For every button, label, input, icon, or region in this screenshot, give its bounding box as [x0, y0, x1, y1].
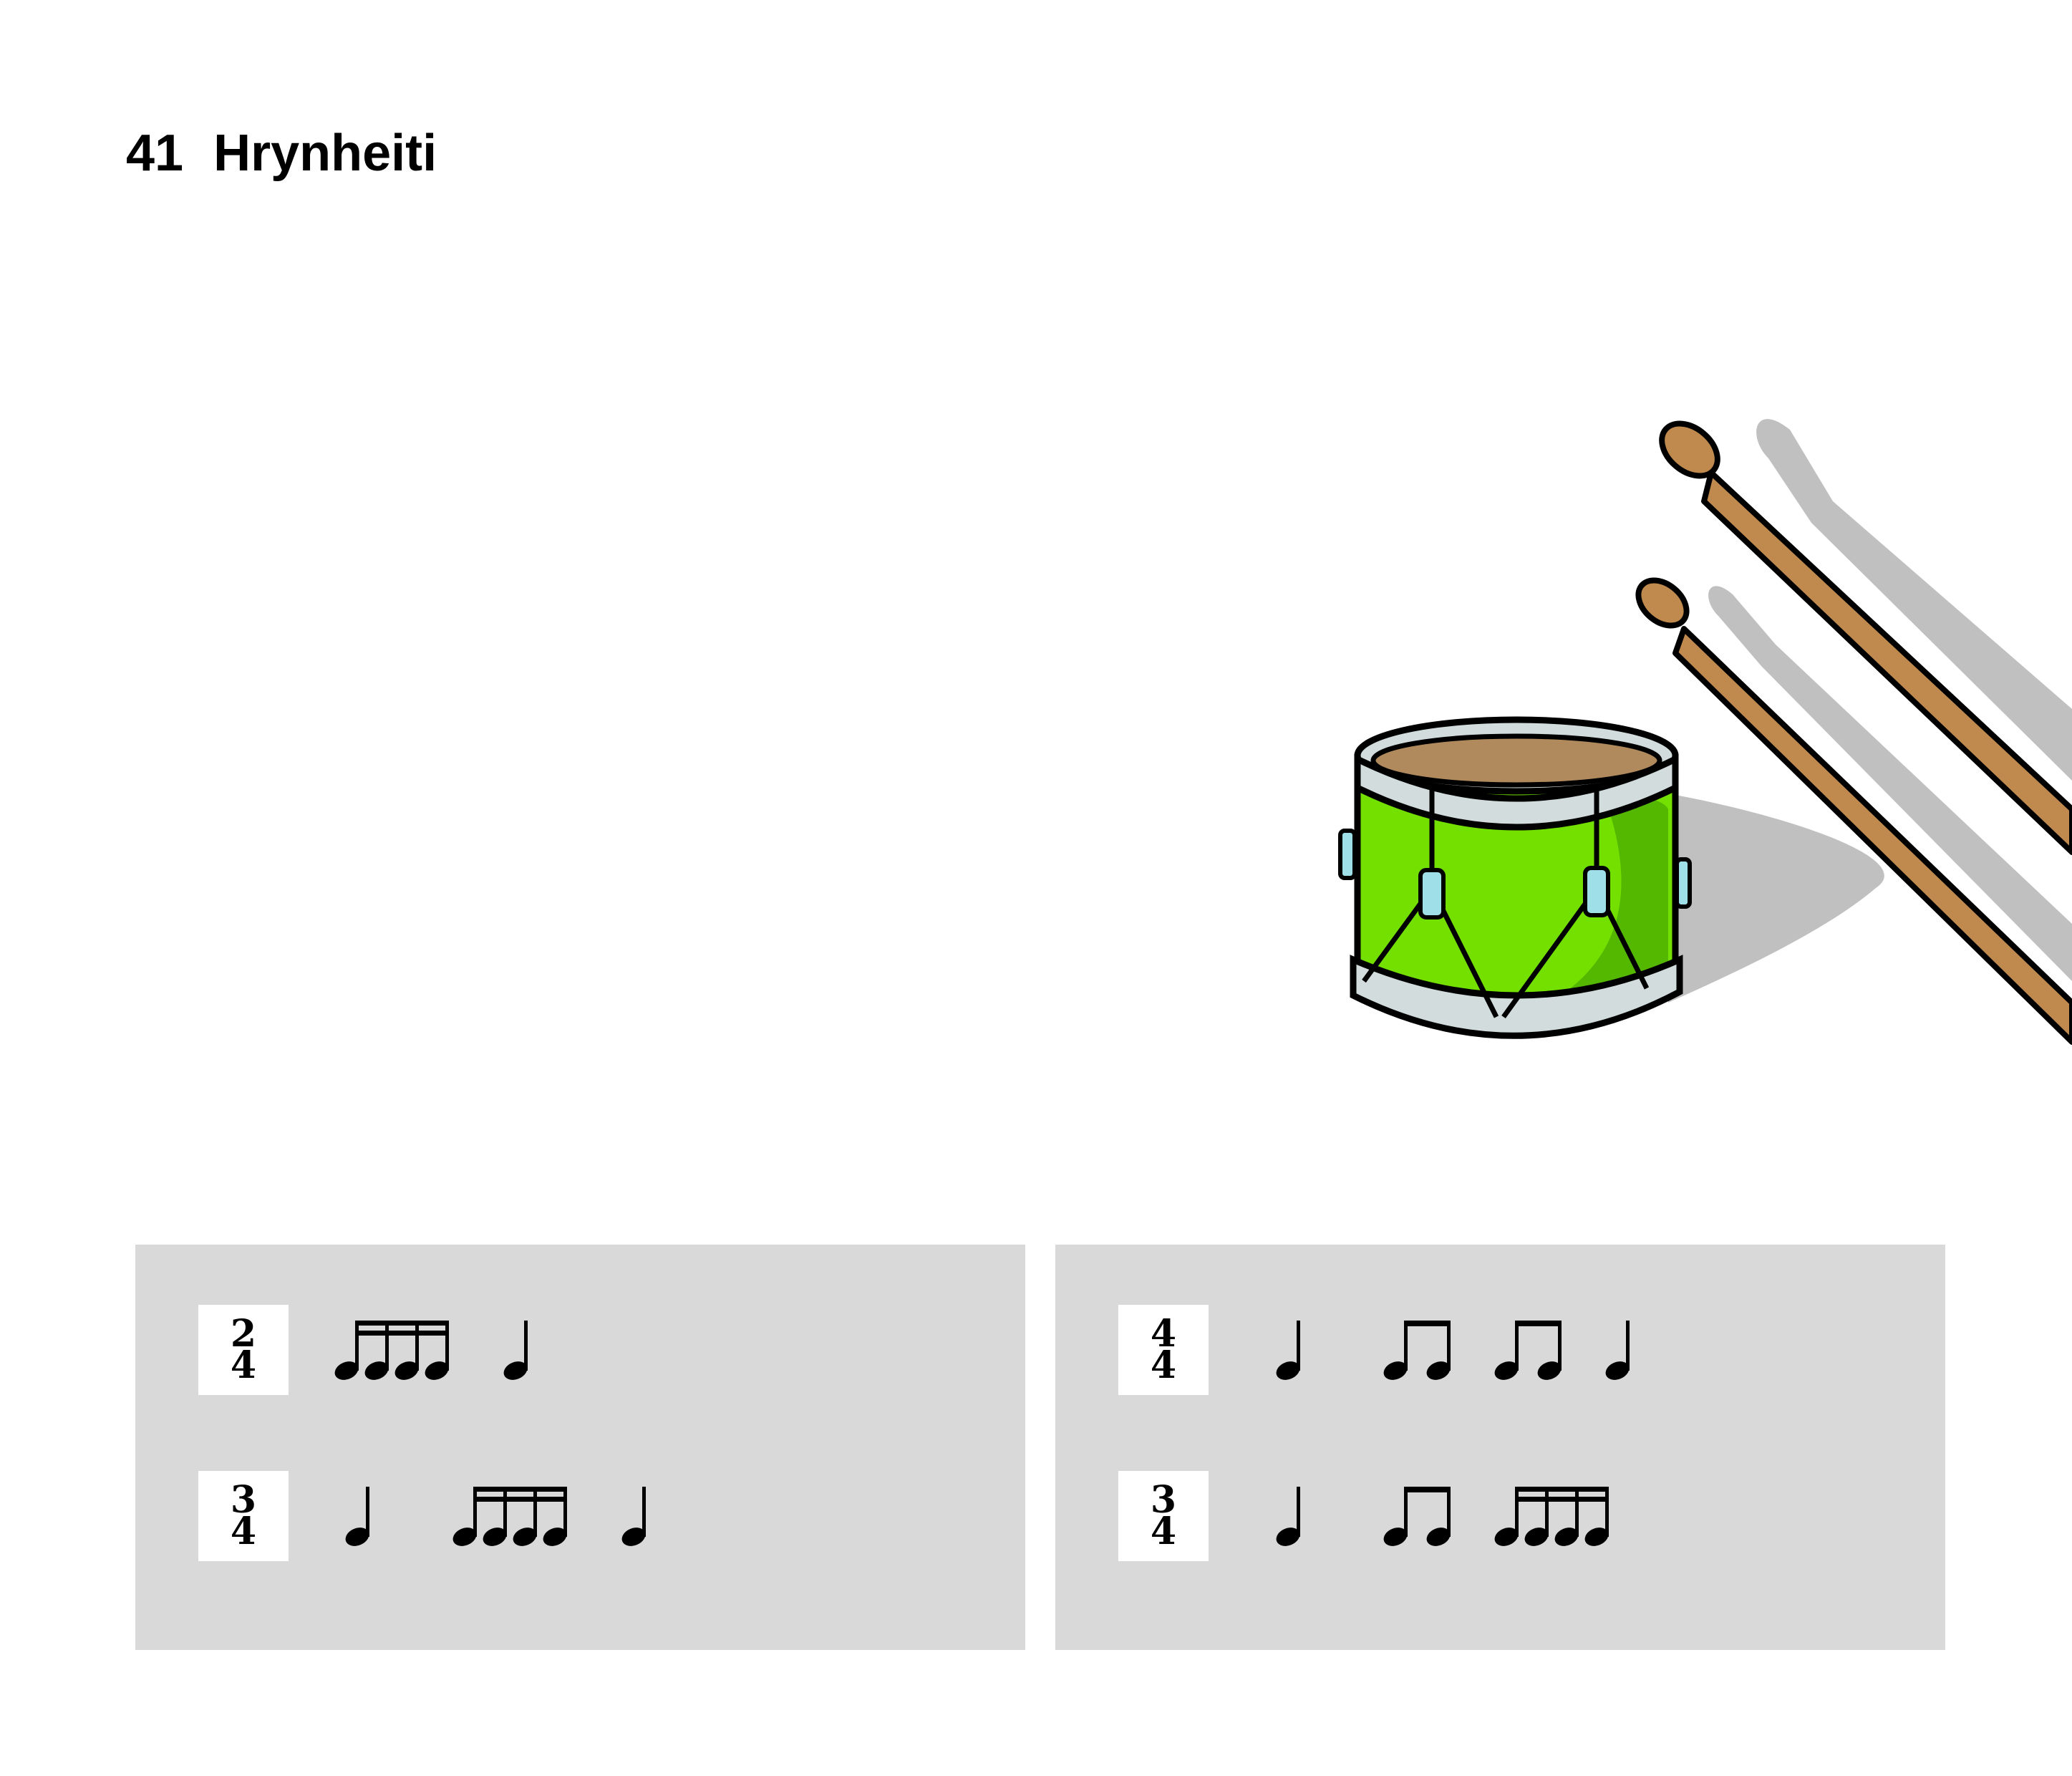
rhythm-row: 3 4 [135, 1471, 1025, 1561]
time-signature: 2 4 [198, 1305, 289, 1395]
quarter-note [345, 1487, 369, 1546]
drum-illustration [1338, 419, 2072, 1045]
sixteenth-note-group [452, 1487, 567, 1546]
sixteenth-note-group [334, 1321, 449, 1380]
time-signature-bottom: 4 [230, 1510, 257, 1553]
drum [1338, 716, 1692, 1039]
drumstick-lower [1635, 577, 2072, 1045]
quarter-note [621, 1487, 646, 1546]
quarter-note [1276, 1321, 1300, 1380]
page-heading: 41 Hrynheiti [126, 127, 437, 179]
quarter-note [503, 1321, 528, 1380]
rhythm-notation [1276, 1487, 1609, 1546]
exercise-panel-left: 2 4 3 4 [135, 1245, 1025, 1650]
page-title: Hrynheiti [213, 125, 437, 182]
drumstick-upper [1659, 420, 2072, 855]
eighth-note-pair [1383, 1321, 1451, 1380]
rhythm-row: 4 4 [1055, 1305, 1945, 1395]
rhythm-notation [1276, 1321, 1630, 1380]
rhythm-row: 2 4 [135, 1305, 1025, 1395]
time-signature-top: 3 [230, 1478, 257, 1522]
quarter-note [1605, 1321, 1630, 1380]
time-signature: 4 4 [1118, 1305, 1209, 1395]
time-signature: 3 4 [1118, 1471, 1209, 1561]
time-signature-top: 3 [1150, 1478, 1177, 1522]
time-signature-bottom: 4 [230, 1343, 257, 1387]
exercise-panel-right: 4 4 3 4 [1055, 1245, 1945, 1650]
exercise-number: 41 [126, 125, 184, 182]
eighth-note-pair [1494, 1321, 1562, 1380]
time-signature-top: 4 [1150, 1312, 1177, 1356]
quarter-note [1276, 1487, 1300, 1546]
rhythm-notation [345, 1487, 646, 1546]
sixteenth-note-group [1494, 1487, 1609, 1546]
time-signature-bottom: 4 [1150, 1510, 1177, 1553]
time-signature-bottom: 4 [1150, 1343, 1177, 1387]
rhythm-row: 3 4 [1055, 1471, 1945, 1561]
time-signature-top: 2 [230, 1312, 257, 1356]
rhythm-notation [334, 1321, 528, 1380]
time-signature: 3 4 [198, 1471, 289, 1561]
eighth-note-pair [1383, 1487, 1451, 1546]
